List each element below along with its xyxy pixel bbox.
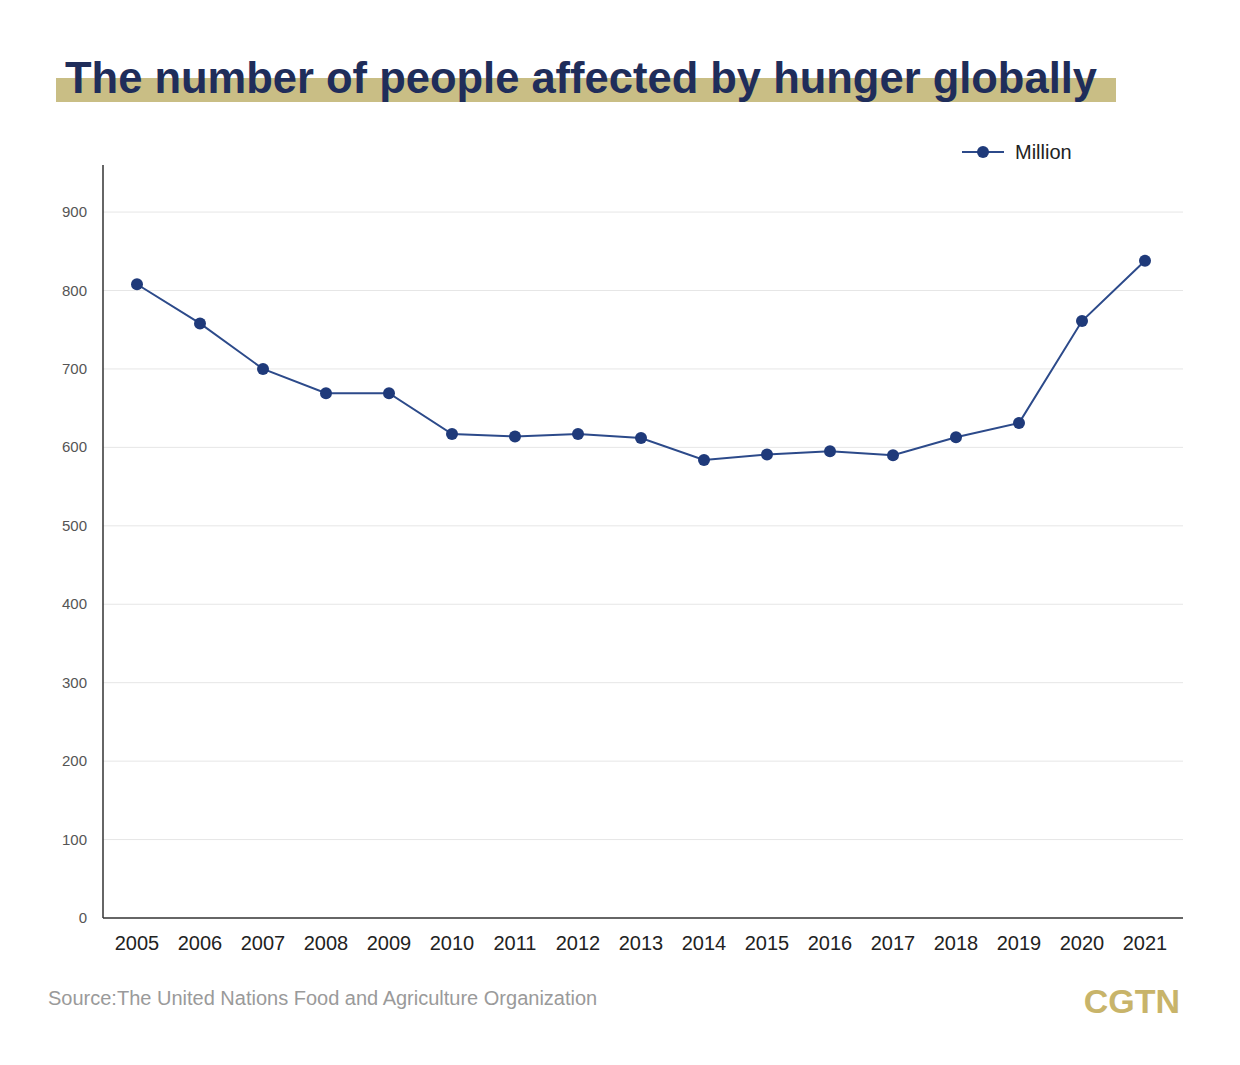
x-tick-label: 2021 <box>1123 932 1168 954</box>
series-marker <box>698 454 710 466</box>
series-marker <box>320 387 332 399</box>
y-tick-label: 800 <box>62 282 87 299</box>
x-tick-label: 2020 <box>1060 932 1105 954</box>
series-line <box>137 261 1145 460</box>
x-tick-label: 2007 <box>241 932 286 954</box>
grid-line <box>103 839 1183 840</box>
y-tick-label: 300 <box>62 674 87 691</box>
x-tick-label: 2013 <box>619 932 664 954</box>
y-tick-label: 0 <box>79 909 87 926</box>
x-tick-label: 2016 <box>808 932 853 954</box>
y-tick-label: 100 <box>62 831 87 848</box>
logo: CGTN <box>1084 982 1180 1020</box>
x-tick-label: 2010 <box>430 932 475 954</box>
y-tick-label: 400 <box>62 595 87 612</box>
grid-line <box>103 290 1183 291</box>
x-tick-label: 2005 <box>115 932 160 954</box>
series-marker <box>1139 255 1151 267</box>
grid-line <box>103 682 1183 683</box>
x-tick-label: 2009 <box>367 932 412 954</box>
chart: The number of people affected by hunger … <box>0 0 1240 1065</box>
x-tick-label: 2015 <box>745 932 790 954</box>
x-tick-label: 2018 <box>934 932 979 954</box>
x-tick-label: 2006 <box>178 932 223 954</box>
series-marker <box>761 448 773 460</box>
x-tick-label: 2014 <box>682 932 727 954</box>
series-marker <box>824 445 836 457</box>
x-tick-label: 2008 <box>304 932 349 954</box>
grid-line <box>103 525 1183 526</box>
y-axis <box>102 165 104 918</box>
source: Source:The United Nations Food and Agric… <box>48 987 597 1009</box>
series-marker <box>572 428 584 440</box>
x-tick-label: 2017 <box>871 932 916 954</box>
series-marker <box>887 449 899 461</box>
x-tick-label: 2012 <box>556 932 601 954</box>
series-marker <box>194 317 206 329</box>
y-tick-label: 700 <box>62 360 87 377</box>
grid-line <box>103 604 1183 605</box>
y-tick-label: 600 <box>62 438 87 455</box>
series-marker <box>257 363 269 375</box>
series-marker <box>950 431 962 443</box>
x-tick-label: 2011 <box>493 932 536 954</box>
x-axis <box>103 917 1183 919</box>
series-marker <box>446 428 458 440</box>
series-marker <box>1076 315 1088 327</box>
x-tick-label: 2019 <box>997 932 1042 954</box>
plot-area <box>131 255 1151 466</box>
series-marker <box>1013 417 1025 429</box>
grid-line <box>103 212 1183 213</box>
grid-line <box>103 761 1183 762</box>
series-marker <box>131 278 143 290</box>
grid-line <box>103 447 1183 448</box>
series-marker <box>383 387 395 399</box>
series-marker <box>509 430 521 442</box>
y-tick-label: 200 <box>62 752 87 769</box>
title: The number of people affected by hunger … <box>65 53 1098 102</box>
y-tick-label: 900 <box>62 203 87 220</box>
legend-marker <box>977 146 989 158</box>
y-tick-label: 500 <box>62 517 87 534</box>
legend-label: Million <box>1015 141 1072 163</box>
series-marker <box>635 432 647 444</box>
